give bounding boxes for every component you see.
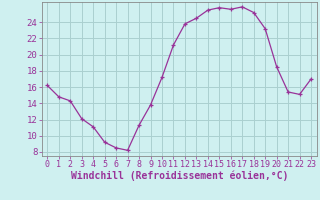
X-axis label: Windchill (Refroidissement éolien,°C): Windchill (Refroidissement éolien,°C) — [70, 171, 288, 181]
